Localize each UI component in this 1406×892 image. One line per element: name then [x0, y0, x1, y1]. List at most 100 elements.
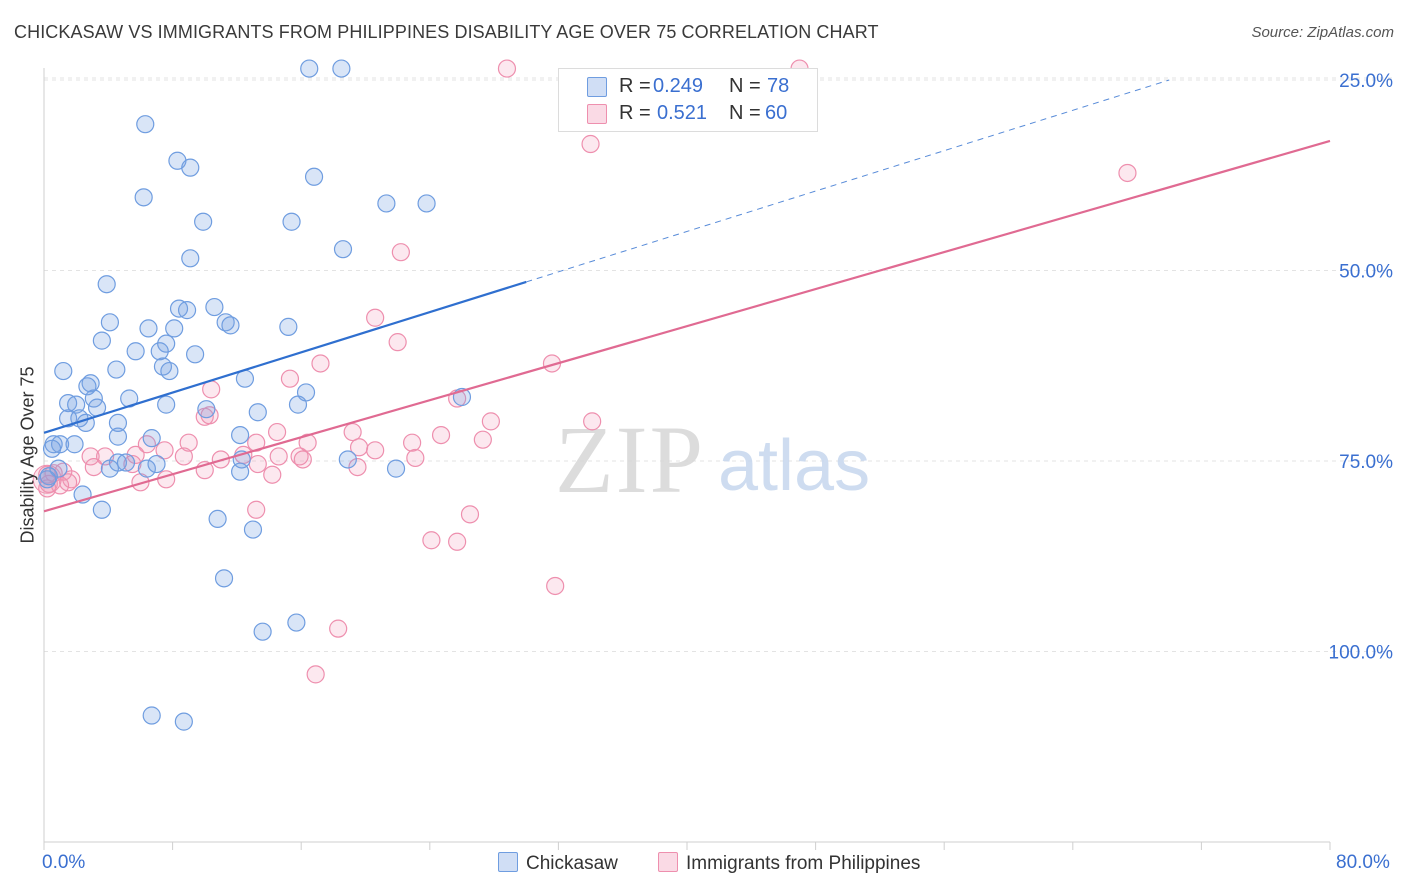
- point-chickasaw: [108, 413, 128, 432]
- point-chickasaw: [338, 450, 357, 469]
- point-philippines: [137, 435, 156, 454]
- point-chickasaw: [194, 212, 213, 231]
- point-philippines: [81, 447, 100, 466]
- point-chickasaw: [208, 509, 227, 529]
- point-chickasaw: [288, 395, 308, 414]
- point-chickasaw: [300, 59, 319, 78]
- y-tick-label: 25.0%: [1339, 71, 1393, 92]
- point-chickasaw: [116, 453, 136, 472]
- point-chickasaw: [333, 240, 353, 259]
- point-chickasaw: [186, 345, 205, 364]
- point-chickasaw: [221, 316, 240, 335]
- point-philippines-cluster: [32, 464, 62, 494]
- point-philippines: [329, 619, 348, 638]
- point-philippines: [247, 500, 266, 519]
- point-philippines: [306, 665, 325, 684]
- point-chickasaw: [304, 167, 324, 186]
- bottom-legend-philippines[interactable]: Immigrants from Philippines: [658, 852, 920, 875]
- x-axis-min-label: 0.0%: [42, 852, 86, 873]
- point-chickasaw: [253, 622, 272, 641]
- y-tick-label: 100.0%: [1329, 643, 1394, 664]
- point-chickasaw: [287, 613, 306, 632]
- point-philippines: [448, 532, 467, 551]
- point-chickasaw: [214, 569, 234, 588]
- legend-row-chickasaw: R = 0.249 N = 78: [559, 73, 817, 101]
- point-philippines: [406, 448, 425, 468]
- point-chickasaw: [100, 313, 120, 332]
- watermark-zip: ZIP: [555, 406, 705, 513]
- point-philippines: [290, 447, 309, 466]
- point-philippines: [431, 425, 451, 445]
- bottom-legend-chickasaw[interactable]: Chickasaw: [498, 852, 618, 875]
- point-philippines: [123, 454, 142, 474]
- point-philippines: [403, 433, 422, 452]
- point-philippines: [460, 505, 480, 524]
- point-chickasaw: [97, 275, 116, 294]
- point-chickasaw: [134, 188, 153, 207]
- point-chickasaw: [139, 319, 158, 338]
- point-chickasaw: [142, 429, 161, 448]
- trend-line-chickasaw-extension: [526, 79, 1170, 283]
- point-philippines: [366, 308, 385, 327]
- point-chickasaw: [157, 334, 176, 353]
- bottom-legend-label-philippines: Immigrants from Philippines: [686, 853, 921, 874]
- point-chickasaw: [197, 400, 216, 419]
- legend-swatch-blue: [587, 77, 607, 97]
- point-chickasaw: [81, 374, 100, 393]
- point-philippines: [581, 134, 600, 154]
- point-chickasaw: [160, 361, 179, 381]
- point-chickasaw: [92, 500, 111, 519]
- bottom-legend-label-chickasaw: Chickasaw: [526, 853, 618, 874]
- point-chickasaw: [386, 459, 406, 478]
- point-chickasaw: [231, 462, 250, 481]
- point-chickasaw: [42, 439, 62, 458]
- point-chickasaw: [377, 194, 396, 213]
- point-philippines: [263, 465, 282, 484]
- point-chickasaw: [181, 158, 200, 177]
- legend-n-label: N =: [729, 102, 761, 124]
- gridlines: [44, 77, 1392, 652]
- point-chickasaw: [181, 249, 200, 268]
- legend-swatch-pink: [587, 104, 607, 124]
- point-chickasaw: [136, 115, 155, 134]
- legend-n-label: N =: [729, 75, 761, 97]
- chart-title: CHICKASAW VS IMMIGRANTS FROM PHILIPPINES…: [14, 22, 879, 42]
- point-chickasaw: [332, 59, 351, 78]
- point-chickasaw: [150, 342, 169, 361]
- y-axis-label: Disability Age Over 75: [17, 366, 38, 544]
- point-chickasaw: [100, 459, 120, 478]
- point-philippines: [422, 531, 441, 550]
- series-philippines-points: [32, 59, 1137, 684]
- bottom-legend-swatch-blue: [498, 852, 518, 872]
- point-chickasaw: [67, 395, 86, 414]
- point-philippines: [391, 243, 410, 262]
- point-chickasaw: [65, 435, 84, 454]
- point-philippines: [1118, 163, 1137, 183]
- point-chickasaw: [107, 360, 126, 379]
- point-philippines: [473, 430, 492, 449]
- legend-row-philippines: R = 0.521 N = 60: [559, 100, 817, 128]
- point-chickasaw: [38, 470, 57, 489]
- bottom-legend-swatch-pink: [658, 852, 678, 872]
- point-philippines: [348, 457, 367, 477]
- point-chickasaw: [279, 317, 298, 336]
- point-chickasaw: [174, 712, 193, 731]
- point-chickasaw: [108, 427, 128, 446]
- point-chickasaw: [417, 194, 436, 213]
- point-philippines: [267, 422, 287, 442]
- point-chickasaw: [54, 361, 73, 381]
- point-chickasaw: [126, 342, 145, 361]
- point-chickasaw: [92, 331, 111, 350]
- point-chickasaw: [49, 459, 68, 478]
- point-chickasaw: [39, 467, 58, 486]
- watermark: ZIP atlas: [555, 406, 870, 513]
- point-philippines: [62, 470, 81, 489]
- point-chickasaw: [248, 403, 267, 422]
- point-philippines: [546, 576, 565, 596]
- legend-r-value-philippines: 0.521: [657, 102, 708, 124]
- legend-r-label: R =: [619, 102, 651, 124]
- point-chickasaw: [157, 395, 176, 414]
- point-philippines: [583, 412, 602, 431]
- point-philippines: [84, 457, 103, 477]
